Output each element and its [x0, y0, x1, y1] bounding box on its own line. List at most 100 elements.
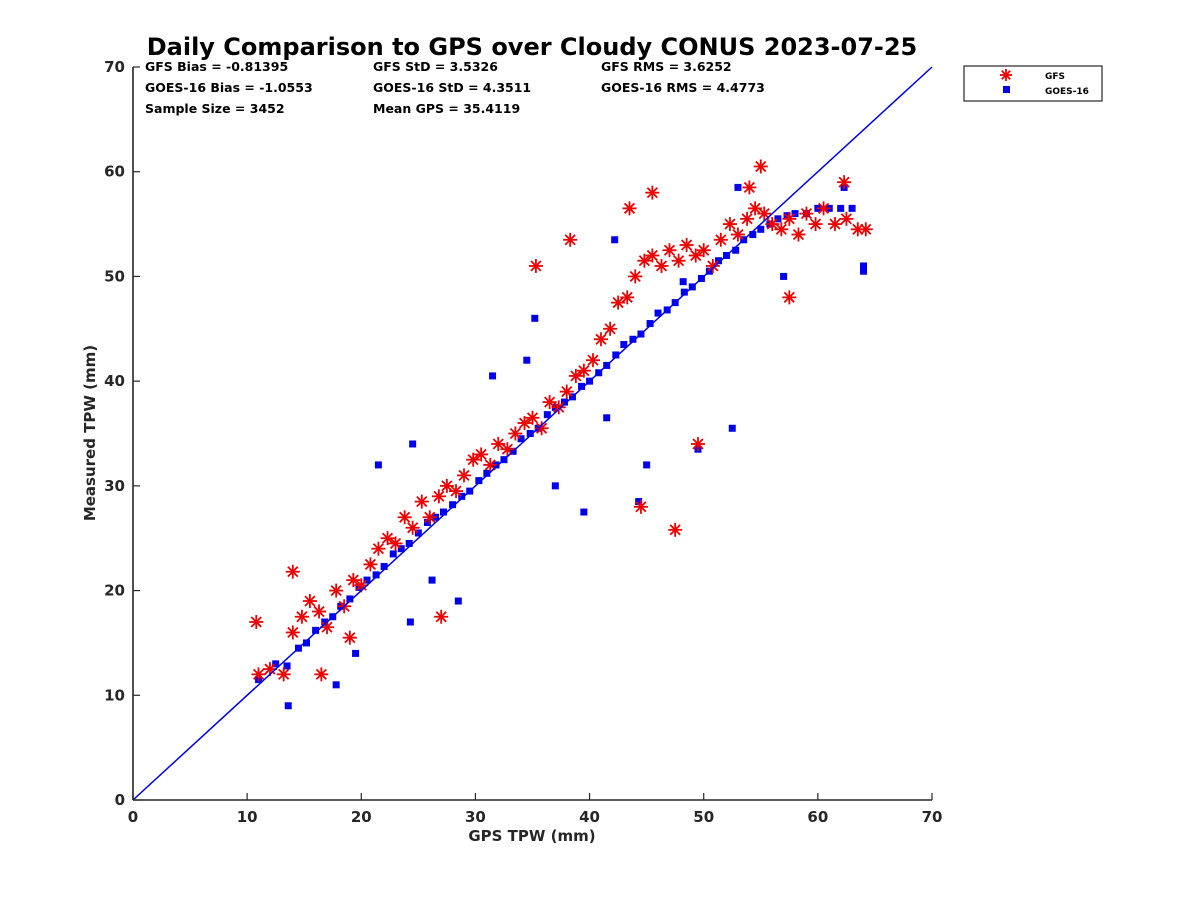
gfs-data-point	[774, 222, 789, 237]
gfs-data-point	[397, 510, 412, 525]
goes16-data-point	[454, 597, 462, 605]
legend-gfs-label: GFS	[1045, 72, 1065, 82]
plot-area	[132, 66, 933, 801]
gfs-data-point	[637, 253, 652, 268]
gfs-data-point	[434, 609, 449, 624]
gfs-data-point	[329, 583, 344, 598]
gfs-data-point	[668, 522, 683, 537]
gfs-data-point	[483, 457, 498, 472]
gfs-data-point	[740, 211, 755, 226]
goes16-data-point	[679, 278, 687, 286]
gfs-data-point	[603, 321, 618, 336]
axes: 0 10 20 30 40 50 60 70 0 10 20 30 40 50 60 70	[104, 58, 942, 826]
y-tick-label: 40	[104, 372, 125, 390]
legend-goes16-label: GOES-16	[1045, 87, 1089, 97]
goes16-data-point	[643, 461, 651, 469]
goes16-data-point	[428, 576, 436, 584]
goes16-data-point	[531, 314, 539, 322]
gfs-data-point	[705, 258, 720, 273]
x-tick-label: 30	[465, 808, 486, 826]
goes16-data-point	[458, 492, 466, 500]
stat-goes-bias: GOES-16 Bias = -1.0553	[145, 80, 313, 95]
goes16-data-point	[780, 272, 788, 280]
goes16-data-point	[312, 626, 320, 634]
gfs-data-point	[633, 499, 648, 514]
gfs-data-point	[508, 426, 523, 441]
stat-goes-rms: GOES-16 RMS = 4.4773	[601, 80, 765, 95]
goes16-data-point	[612, 351, 620, 359]
goes16-data-point	[791, 210, 799, 218]
goes16-data-point	[728, 424, 736, 432]
goes16-data-point	[283, 662, 291, 670]
gfs-data-point	[679, 238, 694, 253]
gfs-data-point	[517, 416, 532, 431]
x-ticks: 0 10 20 30 40 50 60 70	[128, 793, 943, 826]
goes16-data-point	[389, 550, 397, 558]
gfs-data-point	[782, 290, 797, 305]
x-tick-label: 10	[237, 808, 258, 826]
gfs-data-point	[645, 185, 660, 200]
gfs-data-point	[346, 573, 361, 588]
gfs-data-point	[405, 520, 420, 535]
gfs-data-point	[799, 206, 814, 221]
gfs-data-point	[748, 201, 763, 216]
legend: GFS GOES-16	[963, 65, 1103, 102]
gfs-data-point	[563, 232, 578, 247]
stat-gfs-rms: GFS RMS = 3.6252	[601, 59, 732, 74]
gfs-data-point	[696, 243, 711, 258]
y-tick-label: 60	[104, 163, 125, 181]
goes16-data-point	[380, 562, 388, 570]
y-tick-label: 0	[115, 791, 125, 809]
gfs-data-point	[593, 332, 608, 347]
gfs-data-point	[671, 253, 686, 268]
gfs-data-point	[342, 630, 357, 645]
goes16-data-point	[483, 469, 491, 477]
goes16-data-point	[475, 477, 483, 485]
x-tick-label: 20	[351, 808, 372, 826]
gfs-data-point	[559, 384, 574, 399]
stat-gfs-std: GFS StD = 3.5326	[373, 59, 498, 74]
goes16-data-point	[346, 595, 354, 603]
gfs-data-point	[816, 201, 831, 216]
goes16-data-point	[578, 382, 586, 390]
gfs-data-point	[568, 368, 583, 383]
x-tick-label: 70	[922, 808, 943, 826]
legend-box	[963, 65, 1103, 102]
y-ticks: 0 10 20 30 40 50 60 70	[104, 58, 140, 809]
goes16-data-point	[757, 225, 765, 233]
gfs-data-point	[491, 436, 506, 451]
gfs-data-point	[757, 206, 772, 221]
gfs-data-point	[354, 578, 369, 593]
gfs-data-point	[662, 243, 677, 258]
gfs-data-point	[742, 180, 757, 195]
gfs-data-point	[414, 494, 429, 509]
gfs-data-point	[654, 258, 669, 273]
y-tick-label: 20	[104, 582, 125, 600]
goes16-data-point	[272, 660, 280, 668]
goes16-data-point	[363, 576, 371, 584]
gfs-data-point	[782, 211, 797, 226]
goes16-data-point	[611, 236, 619, 244]
gfs-data-point	[858, 222, 873, 237]
gfs-data-point	[363, 557, 378, 572]
goes16-data-point	[860, 262, 868, 270]
goes16-data-point	[352, 649, 360, 657]
goes16-data-point	[409, 440, 417, 448]
gfs-data-point	[388, 536, 403, 551]
stat-gfs-bias: GFS Bias = -0.81395	[145, 59, 288, 74]
legend-gfs-marker	[1000, 69, 1012, 81]
gfs-data-point	[474, 447, 489, 462]
goes16-data-point	[551, 482, 559, 490]
y-axis-label: Measured TPW (mm)	[81, 345, 99, 521]
gfs-data-point	[500, 442, 515, 457]
gfs-data-point	[249, 614, 264, 629]
gfs-data-point	[528, 258, 543, 273]
gfs-data-point	[285, 625, 300, 640]
gfs-data-point	[551, 400, 566, 415]
gfs-data-point	[542, 395, 557, 410]
gfs-data-point	[457, 468, 472, 483]
gfs-data-point	[312, 604, 327, 619]
goes16-data-point	[489, 372, 497, 380]
